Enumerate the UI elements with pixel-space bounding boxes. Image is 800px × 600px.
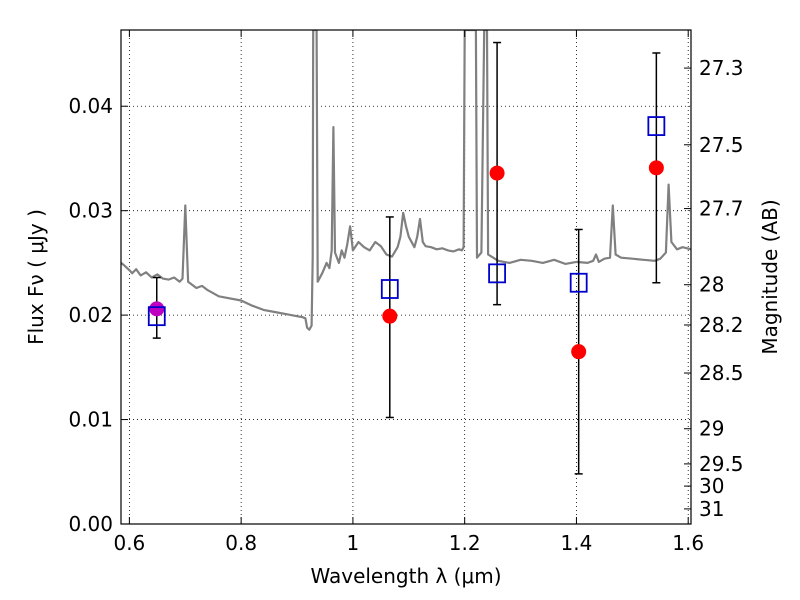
x-axis: 0.6 0.8 1 1.2 1.4 1.6 xyxy=(113,30,704,555)
model-point xyxy=(488,263,506,284)
x-tick-label: 0.8 xyxy=(225,531,257,555)
plot-frame xyxy=(120,29,692,525)
y-axis-left: 0.00 0.01 0.02 0.03 0.04 xyxy=(68,94,128,536)
y2-tick-label: 28.5 xyxy=(699,361,744,385)
observed-point xyxy=(382,308,398,324)
y-tick-label: 0.02 xyxy=(68,303,113,327)
y2-tick-label: 31 xyxy=(699,497,724,521)
y2-tick-label: 27.5 xyxy=(699,133,744,157)
y-tick-label: 0.00 xyxy=(68,512,113,536)
model-point xyxy=(647,116,666,136)
y2-tick-label: 29 xyxy=(699,417,724,441)
y-tick-label: 0.04 xyxy=(68,94,113,118)
x-tick-label: 0.6 xyxy=(113,531,145,555)
y2-tick-label: 28 xyxy=(699,273,724,297)
model-point xyxy=(147,306,166,327)
y-tick-label: 0.03 xyxy=(68,199,113,223)
x-tick-label: 1.6 xyxy=(672,531,704,555)
model-point xyxy=(569,272,588,293)
marker-layer xyxy=(147,41,666,475)
y-tick-label: 0.01 xyxy=(68,408,113,432)
plot-background xyxy=(121,30,691,524)
x-tick-label: 1.2 xyxy=(449,531,481,555)
x-tick-label: 1.4 xyxy=(561,531,593,555)
y-axis-label: Flux Fν ( μJy ) xyxy=(24,209,48,345)
observed-point xyxy=(571,344,587,360)
x-axis-label: Wavelength λ (μm) xyxy=(310,564,501,588)
y2-tick-label: 28.2 xyxy=(699,313,744,337)
y2-tick-label: 29.5 xyxy=(699,452,744,476)
y2-tick-label: 27.7 xyxy=(699,197,744,221)
plot-layer xyxy=(121,30,691,331)
y2-tick-label: 27.3 xyxy=(699,56,744,80)
y2-tick-label: 30 xyxy=(699,474,724,498)
observed-point-highlight xyxy=(149,301,165,317)
y2-axis-label: Magnitude (AB) xyxy=(758,199,782,354)
model-point xyxy=(380,279,399,299)
observed-point xyxy=(648,160,664,176)
observed-point xyxy=(489,165,505,181)
spectrum-line xyxy=(121,30,691,331)
x-tick-label: 1 xyxy=(347,531,360,555)
